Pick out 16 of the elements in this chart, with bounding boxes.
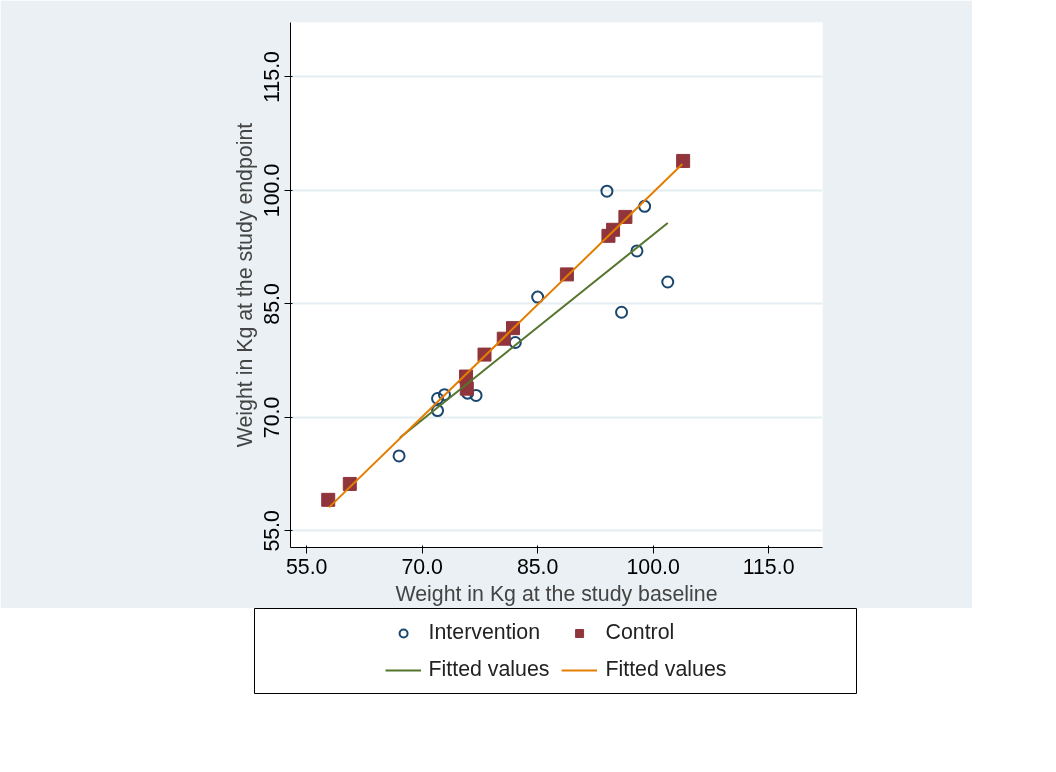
x-tick-label: 100.0 (626, 554, 680, 579)
y-tick-label: 115.0 (260, 50, 285, 103)
y-axis-title: Weight in Kg at the study endpoint (232, 122, 257, 448)
legend-label: Fitted values (605, 657, 727, 682)
y-tick-label: 85.0 (260, 283, 285, 325)
legend-label: Fitted values (428, 657, 550, 682)
x-tick-label: 85.0 (516, 554, 559, 579)
x-tick-label: 55.0 (285, 554, 328, 579)
x-axis-title: Weight in Kg at the study baseline (395, 581, 718, 606)
legend-label: Intervention (428, 620, 541, 645)
y-tick-label: 70.0 (260, 396, 285, 439)
x-tick-label: 70.0 (401, 554, 444, 579)
y-tick-label: 55.0 (260, 509, 285, 552)
y-tick-label: 100.0 (260, 163, 285, 218)
x-tick-label: 115.0 (742, 554, 795, 579)
legend-label: Control (605, 620, 675, 645)
